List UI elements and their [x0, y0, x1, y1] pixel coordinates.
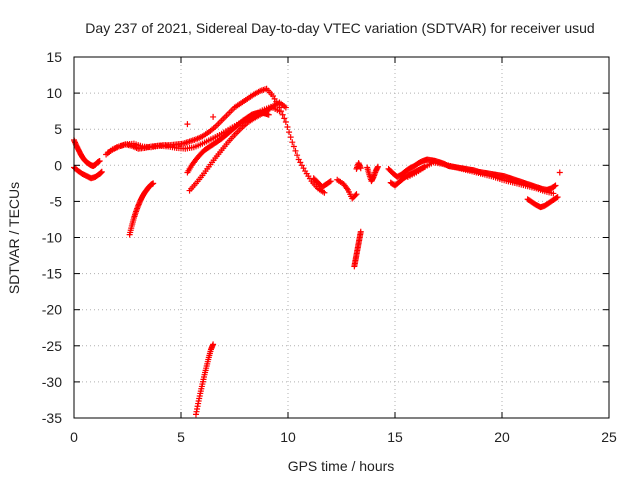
data-point-trace-c: [289, 139, 296, 146]
grid-lines: [74, 57, 609, 418]
data-point-trace-c: [292, 147, 299, 154]
y-tick-label: -30: [42, 374, 62, 390]
data-point-trace-g: [282, 104, 289, 111]
data-point-trace-k: [357, 228, 364, 235]
y-tick-label: -25: [42, 338, 62, 354]
x-tick-label: 25: [601, 429, 617, 445]
data-point-trace-n: [551, 183, 558, 190]
data-point-trace-c: [290, 143, 297, 150]
data-point-outliers: [184, 121, 191, 128]
x-tick-label: 15: [387, 429, 403, 445]
data-point-trace-h: [210, 341, 217, 348]
data-point-trace-b: [98, 168, 105, 175]
y-tick-label: -20: [42, 302, 62, 318]
y-tick-label: 5: [54, 121, 62, 137]
data-point-trace-i: [326, 178, 333, 185]
data-point-trace-q: [554, 194, 561, 201]
axis-ticks: 0 5 10 15 20 25 -35 -30 -25 -20 -15 -10 -5 0 5 10 15: [42, 49, 617, 445]
data-point-trace-c: [287, 134, 294, 141]
data-point-trace-q: [553, 194, 560, 201]
x-tick-label: 20: [494, 429, 510, 445]
data-point-trace-d: [276, 108, 283, 115]
data-point-outliers: [210, 113, 217, 120]
data-point-trace-c: [279, 111, 286, 118]
data-point-trace-j: [352, 192, 359, 199]
data-point-trace-a: [96, 157, 103, 164]
x-tick-label: 0: [70, 429, 78, 445]
data-point-trace-i: [327, 178, 334, 185]
chart-title: Day 237 of 2021, Sidereal Day-to-day VTE…: [85, 20, 594, 36]
data-point-trace-c: [286, 129, 293, 136]
y-tick-label: -15: [42, 266, 62, 282]
data-point-trace-c: [294, 152, 301, 159]
data-point-trace-m: [374, 163, 381, 170]
data-point-trace-c: [282, 118, 289, 125]
data-point-trace-c: [321, 189, 328, 196]
x-tick-label: 5: [177, 429, 185, 445]
y-axis-label: SDTVAR / TECUs: [6, 182, 22, 294]
data-point-trace-e: [150, 180, 157, 187]
y-tick-label: -5: [50, 193, 63, 209]
data-point-trace-p: [550, 190, 557, 197]
data-point-trace-c: [281, 115, 288, 122]
x-axis-label: GPS time / hours: [288, 458, 395, 474]
data-point-trace-l: [357, 165, 364, 172]
data-point-outliers: [556, 169, 563, 176]
x-tick-label: 10: [280, 429, 296, 445]
data-point-trace-j: [353, 191, 360, 198]
y-tick-label: 10: [46, 85, 62, 101]
y-tick-label: -35: [42, 410, 62, 426]
data-point-trace-c: [284, 124, 291, 131]
y-tick-label: 0: [54, 157, 62, 173]
data-point-trace-n: [552, 182, 559, 189]
y-tick-label: 15: [46, 49, 62, 65]
y-tick-label: -10: [42, 230, 62, 246]
data-points: [71, 85, 563, 418]
